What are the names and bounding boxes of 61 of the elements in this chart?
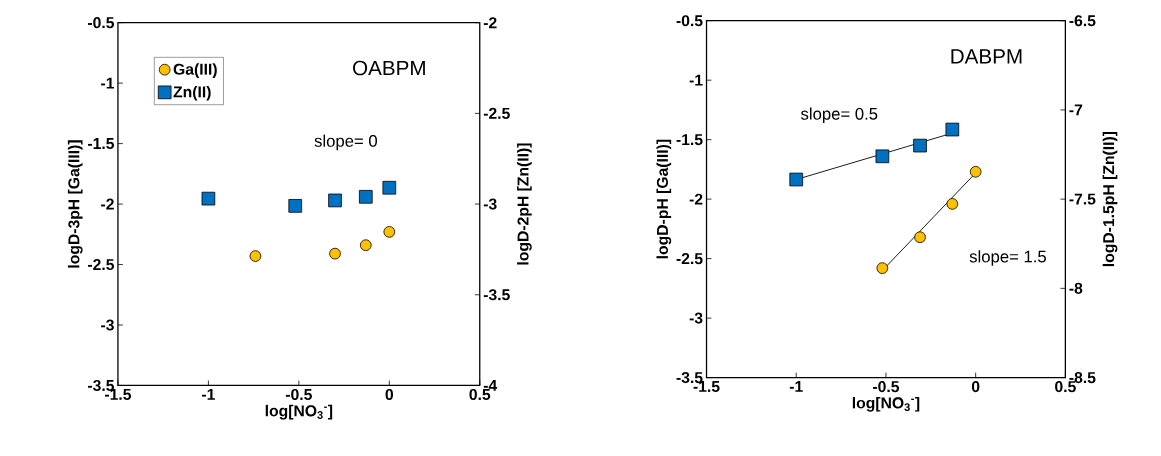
y2-tick-label: -8 bbox=[1069, 282, 1083, 294]
point bbox=[382, 180, 397, 195]
x-tick-label: 0.5 bbox=[469, 388, 491, 400]
y-tick-label: -1.5 bbox=[88, 137, 115, 149]
y2-tick-label: -4 bbox=[483, 379, 498, 391]
point bbox=[789, 172, 804, 187]
y-tick-label: -3 bbox=[689, 312, 703, 324]
y2-tick-label: -8.5 bbox=[1069, 371, 1096, 383]
y-tick-label: -2.5 bbox=[88, 258, 115, 270]
point bbox=[359, 239, 372, 251]
y-tick-label: -2.5 bbox=[676, 252, 703, 264]
x-tick-label: -1 bbox=[789, 380, 803, 392]
point bbox=[969, 165, 982, 178]
point bbox=[945, 122, 960, 137]
x-tick-label: -1 bbox=[202, 388, 215, 400]
annotation: slope= 0.5 bbox=[801, 107, 878, 123]
y2-tick-label: -7 bbox=[1069, 104, 1083, 116]
x-tick-label: 0 bbox=[971, 380, 980, 392]
x-tick-label: -0.5 bbox=[873, 380, 900, 392]
x-tick-label: -0.5 bbox=[285, 388, 312, 400]
x-axis-title: log[NO$_{3}$$^{-}$] bbox=[265, 404, 333, 420]
point bbox=[946, 197, 959, 210]
y-tick-label: -3.5 bbox=[676, 371, 703, 383]
y2-axis-title: logD-1.5pH [Zn(II)] bbox=[1102, 131, 1118, 266]
y2-tick-label: -7.5 bbox=[1069, 193, 1096, 205]
y2-tick-label: -2.5 bbox=[483, 107, 510, 119]
y-tick-label: -1.5 bbox=[676, 133, 703, 145]
point bbox=[876, 262, 889, 274]
y-tick-label: -0.5 bbox=[676, 14, 703, 27]
y-axis-title: logD-pH [Ga(III)] bbox=[656, 139, 672, 259]
point bbox=[328, 193, 342, 208]
y-tick-label: -2 bbox=[689, 193, 703, 205]
point bbox=[358, 189, 373, 204]
point bbox=[201, 191, 216, 206]
point bbox=[329, 247, 341, 260]
point bbox=[249, 250, 262, 262]
x-tick-label: 0 bbox=[385, 388, 394, 400]
y2-tick-label: -3.5 bbox=[483, 288, 510, 301]
x-axis-title: log[NO$_{3}$$^{-}$] bbox=[852, 396, 920, 412]
y-tick-label: -3.5 bbox=[88, 379, 115, 391]
annotation: slope= 1.5 bbox=[969, 250, 1046, 266]
annotation: OABPM bbox=[353, 60, 425, 76]
y-tick-label: -3 bbox=[101, 319, 114, 331]
y-tick-label: -1 bbox=[101, 77, 115, 89]
annotation: DABPM bbox=[951, 49, 1022, 64]
y2-tick-label: -3 bbox=[483, 198, 497, 210]
y2-tick-label: -2 bbox=[483, 16, 497, 28]
y-tick-label: -2 bbox=[101, 198, 114, 210]
y-axis-title: logD-3pH [Ga(III)] bbox=[67, 140, 83, 268]
y-tick-label: -1 bbox=[689, 74, 703, 86]
y-tick-label: -0.5 bbox=[88, 16, 115, 29]
point bbox=[288, 198, 303, 213]
legend-label: Ga(III) bbox=[173, 63, 217, 78]
y2-tick-label: -6.5 bbox=[1069, 14, 1096, 27]
point bbox=[914, 231, 926, 243]
point bbox=[875, 149, 890, 163]
point bbox=[913, 138, 927, 153]
point bbox=[383, 225, 396, 238]
legend-label: Zn(II) bbox=[173, 85, 211, 101]
annotation: slope= 0 bbox=[314, 134, 378, 150]
y2-axis-title: logD-2pH [Zn(II)] bbox=[517, 143, 532, 265]
